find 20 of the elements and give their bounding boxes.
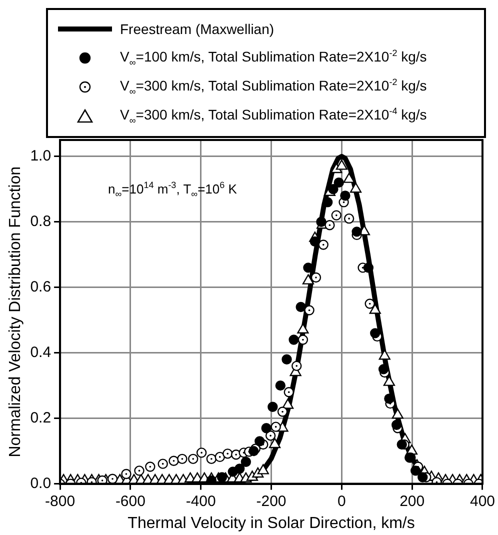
y-tick-label: 0.0 [30, 474, 52, 492]
x-tick-label: 400 [470, 492, 495, 510]
legend-label: V$_{∞}$=300 km/s, Total Sublimation Rate=2X10$^{-4}$ kg/s [120, 106, 427, 126]
y-tick-label: 0.8 [30, 213, 52, 230]
x-tick-label: 0 [338, 492, 346, 510]
y-tick-label: 0.2 [30, 409, 52, 426]
x-tick-label: -200 [256, 492, 286, 510]
x-axis-title: Thermal Velocity in Solar Direction, km/s [128, 514, 415, 532]
x-tick-label: 200 [400, 492, 425, 510]
text: n$_{∞}$=10$^{14}$ m$^{-3}$, T$_{∞}$=10$^{6}$ K [108, 180, 237, 199]
legend-label: Freestream (Maxwellian) [120, 20, 274, 36]
y-tick-label: 1.0 [30, 148, 52, 165]
legend-label: V$_{∞}$=100 km/s, Total Sublimation Rate=2X10$^{-2}$ kg/s [120, 48, 427, 68]
x-tick-label: -600 [115, 492, 146, 510]
legend-label: V$_{∞}$=300 km/s, Total Sublimation Rate=2X10$^{-2}$ kg/s [120, 76, 427, 96]
x-tick-label: -400 [186, 492, 216, 510]
y-axis-title: Normalized Velocity Distribution Function [7, 166, 24, 458]
y-tick-label: 0.4 [30, 344, 52, 361]
y-tick-label: 0.6 [30, 278, 52, 296]
x-tick-label: -800 [45, 492, 76, 510]
